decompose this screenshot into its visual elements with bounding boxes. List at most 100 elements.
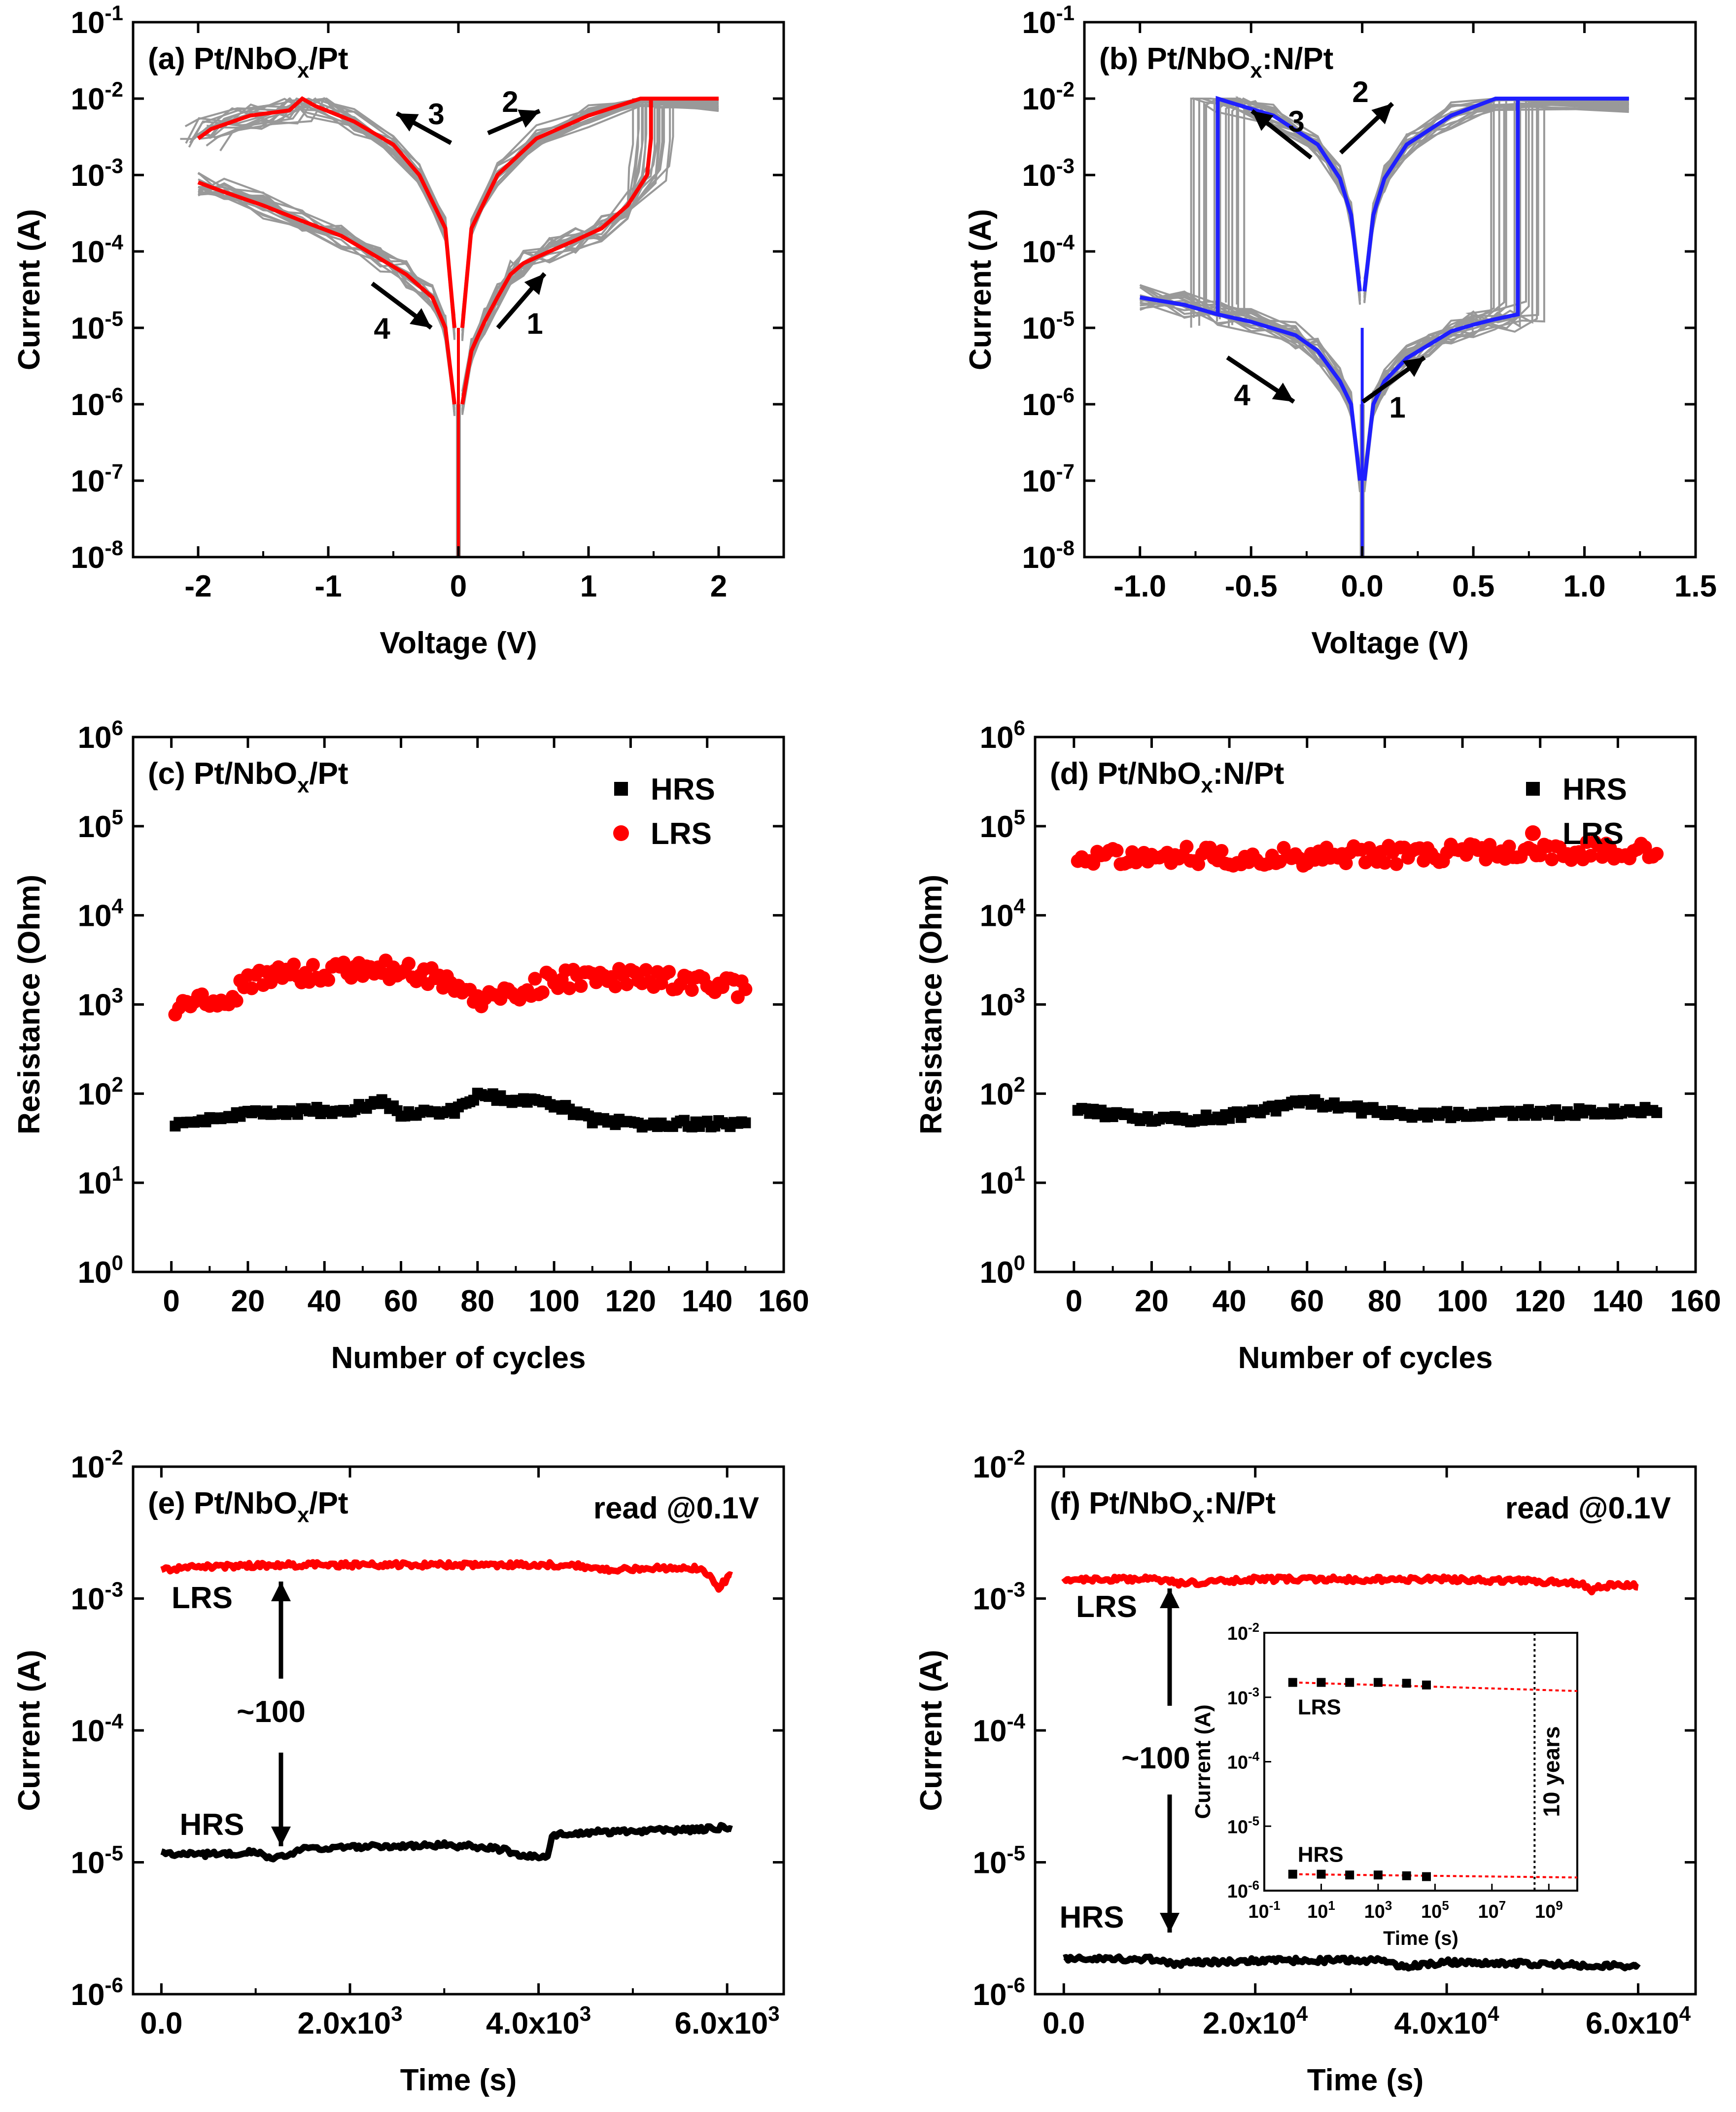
trace-HRS (160, 1822, 733, 1863)
lrs-point (1215, 844, 1229, 858)
hrs-label: HRS (1060, 1901, 1124, 1935)
ratio-label: ~100 (1121, 1741, 1190, 1775)
cycle-12-set_branch (461, 101, 719, 411)
y-tick-label: 105 (980, 806, 1025, 844)
arrow-2-head (518, 109, 540, 128)
lrs-label: LRS (172, 1581, 233, 1615)
inset-y-tick-label: 10-3 (1227, 1686, 1259, 1709)
x-tick-label: 2.0x103 (297, 2002, 402, 2041)
x-tick-label: -1 (314, 569, 342, 603)
y-tick-label: 103 (78, 984, 123, 1022)
read-annotation: read @0.1V (593, 1491, 759, 1525)
lrs-point (620, 977, 634, 991)
x-tick-label: 0.0 (1042, 2006, 1085, 2041)
ratio-arrow-down-head (1160, 1913, 1180, 1933)
y-tick-label: 10-6 (973, 1973, 1025, 2012)
ratio-label: ~100 (237, 1695, 306, 1729)
y-axis-label: Resistance (Ohm) (12, 875, 46, 1134)
inset-point-HRS (1345, 1870, 1354, 1880)
arrow-label-3: 3 (1288, 105, 1304, 138)
cycle-14-hrs_return (1140, 292, 1361, 483)
inset-point-LRS (1288, 1678, 1297, 1687)
legend-label-lrs: LRS (1562, 817, 1624, 851)
y-tick-label: 101 (980, 1162, 1025, 1200)
cycle-1-hrs_return (198, 186, 456, 401)
cycle-13-lrs_return (1363, 103, 1629, 302)
inset-x-tick-label: 101 (1307, 1899, 1335, 1922)
cycle-1-set_branch (461, 102, 719, 413)
y-tick-label: 10-4 (1022, 231, 1075, 269)
y-tick-label: 106 (980, 716, 1025, 755)
cycle-9-lrs_return (1363, 97, 1629, 280)
inset-point-HRS (1317, 1869, 1326, 1879)
cycle-10-hrs_return (198, 177, 456, 416)
x-axis-label: Voltage (V) (380, 626, 537, 660)
panel-title: (a) Pt/NbOx/Pt (148, 42, 348, 82)
lrs-point (493, 992, 508, 1006)
cycle-14-lrs_return (1363, 98, 1629, 302)
x-tick-label: 80 (460, 1284, 494, 1318)
lrs-label: LRS (1076, 1590, 1137, 1624)
arrow-1-head (1402, 357, 1424, 377)
plot-area-f (1061, 1573, 1641, 1971)
x-tick-label: 160 (1670, 1284, 1721, 1318)
legend-label-lrs: LRS (651, 817, 712, 851)
y-tick-label: 10-5 (71, 307, 123, 346)
series-HRS (1072, 1094, 1663, 1127)
lrs-point (1378, 856, 1392, 870)
trace-LRS (1061, 1573, 1639, 1596)
cycle-5-reset_branch (201, 99, 456, 328)
cycle-4-hrs_return (197, 172, 456, 416)
legend-label-hrs: HRS (1562, 773, 1627, 807)
lrs-point (574, 979, 588, 993)
y-tick-label: 10-1 (71, 1, 123, 40)
arrow-4-head (410, 308, 431, 328)
y-tick-label: 10-4 (71, 231, 124, 269)
lrs-point (1584, 848, 1598, 863)
cycle-5-hrs_return (198, 182, 456, 416)
y-tick-label: 10-3 (973, 1578, 1025, 1616)
ten-year-label: 10 years (1538, 1726, 1564, 1817)
legend-marker-lrs (613, 825, 629, 841)
inset-x-tick-label: 103 (1364, 1899, 1392, 1922)
cycle-1-lrs_return (1363, 107, 1629, 283)
panel-c: HRS LRS 0 20 40 60 80 100 120 140 160 100 101 102 103 1… (12, 716, 809, 1375)
plot-area-c (168, 953, 753, 1133)
panel-a: 1 2 3 4 -2 -1 0 1 2 10-8 10-7 10-6 10-5 10-4 10-3 10-2 1… (12, 1, 785, 660)
lrs-point (287, 957, 301, 972)
x-tick-label: 4.0x103 (486, 2002, 591, 2041)
x-tick-label: 20 (1135, 1284, 1169, 1318)
inset-y-label: Current (A) (1191, 1704, 1215, 1819)
cycle-8-hrs_return (198, 183, 456, 411)
lrs-point (562, 981, 577, 995)
x-tick-label: 2 (710, 569, 727, 603)
extrapolation-LRS (1292, 1681, 1578, 1692)
x-tick-label: 160 (758, 1284, 809, 1318)
ratio-arrow-up-head (1160, 1588, 1180, 1608)
arrow-3-head (1252, 111, 1274, 131)
lrs-point (264, 975, 278, 989)
cycle-15-hrs_return (198, 190, 456, 409)
y-tick-label: 10-6 (71, 384, 123, 422)
x-tick-label: 0.0 (140, 2006, 182, 2041)
inset-x-tick-label: 107 (1478, 1899, 1506, 1922)
inset-y-tick-label: 10-2 (1227, 1621, 1259, 1644)
read-annotation: read @0.1V (1505, 1491, 1671, 1525)
plot-area-b (1139, 95, 1629, 557)
lrs-point (639, 963, 653, 977)
lrs-point (1545, 852, 1559, 867)
inset-point-HRS (1373, 1870, 1383, 1880)
x-tick-label: 1.5 (1674, 569, 1717, 603)
x-tick-label: -0.5 (1225, 569, 1278, 603)
cycle-13-hrs_return (198, 186, 456, 413)
cycle-6-set_branch (461, 98, 719, 411)
arrow-3-head (397, 113, 419, 132)
y-axis-label: Current (A) (914, 1650, 948, 1811)
arrow-label-4: 4 (374, 312, 390, 345)
inset: LRS HRS 10 years 10-1 101 103 105 107 109 10-6 10-… (1191, 1621, 1578, 1949)
lrs-point (738, 982, 753, 996)
trace-HRS (1063, 1953, 1641, 1971)
lrs-point (1389, 857, 1404, 871)
arrow-label-2: 2 (1352, 75, 1368, 108)
